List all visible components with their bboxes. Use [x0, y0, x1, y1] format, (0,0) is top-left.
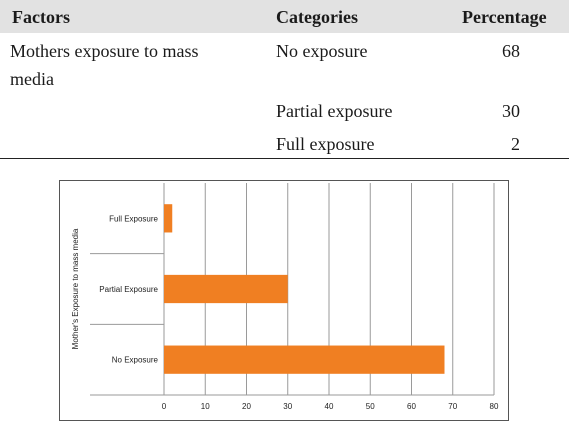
row-category: No exposure — [276, 41, 368, 61]
row-category: Partial exposure — [276, 101, 393, 121]
tick-label: 10 — [201, 402, 210, 411]
row-category: Full exposure — [276, 134, 375, 154]
tick-label: 50 — [366, 402, 375, 411]
bar — [164, 345, 445, 374]
factor-label-line2: media — [10, 69, 54, 89]
category-label: No Exposure — [112, 356, 159, 365]
tick-label: 30 — [283, 402, 292, 411]
row-percentage: 30 — [502, 101, 520, 121]
category-label: Partial Exposure — [99, 285, 158, 294]
bar — [164, 274, 288, 304]
table-header: Factors Categories Percentage — [0, 0, 569, 33]
tick-label: 70 — [448, 402, 457, 411]
factor-label-line1: Mothers exposure to mass — [10, 41, 199, 61]
bar — [164, 204, 173, 233]
bar-chart: No Exposure Partial Exposure Full Exposure… — [59, 180, 509, 421]
row-percentage: 2 — [511, 134, 520, 154]
tick-label: 80 — [490, 402, 499, 411]
table-bottom-rule — [0, 158, 569, 159]
chart-svg: No Exposure Partial Exposure Full Exposure… — [71, 183, 499, 411]
tick-label: 40 — [325, 402, 334, 411]
header-percentage: Percentage — [462, 7, 547, 27]
category-label: Full Exposure — [109, 214, 158, 223]
y-axis-label: Mother's Exposure to mass media — [71, 228, 80, 349]
tick-label: 60 — [407, 402, 416, 411]
tick-label: 0 — [162, 402, 167, 411]
header-factors: Factors — [12, 7, 70, 27]
row-percentage: 68 — [502, 41, 520, 61]
header-categories: Categories — [276, 7, 358, 27]
tick-label: 20 — [242, 402, 251, 411]
